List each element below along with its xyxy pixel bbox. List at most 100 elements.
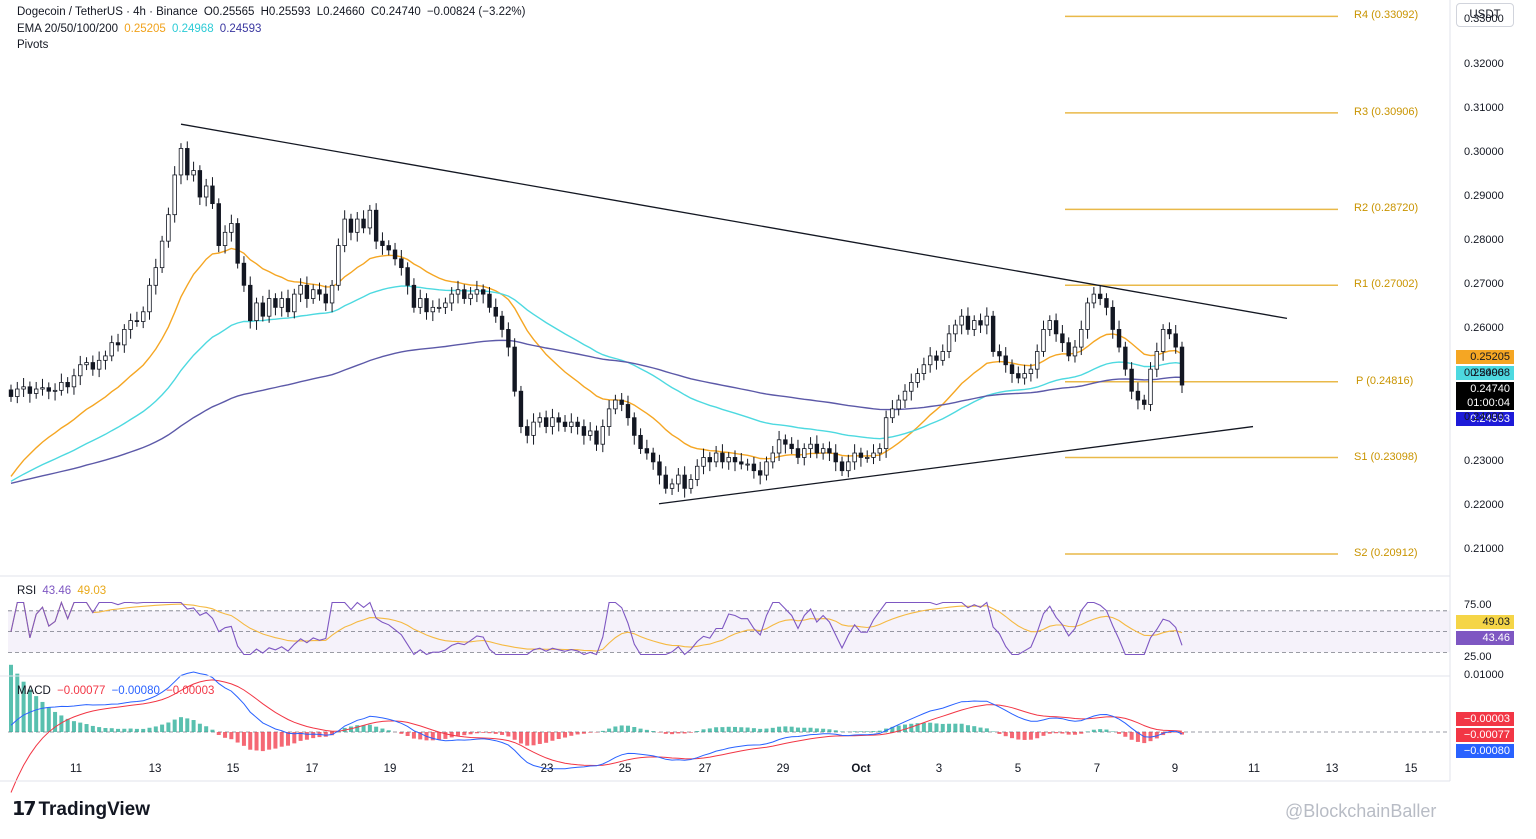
candle-body [575,421,580,427]
candle-body [688,479,694,489]
macd-hist-bar [122,728,127,732]
candle-body [1142,399,1147,405]
macd-hist-bar [1129,732,1134,740]
candle-body [310,289,316,299]
macd-hist-bar [714,727,719,732]
macd-badge: −0.00077 [1456,728,1514,742]
macd-hist-bar [934,723,939,732]
candle-body [367,209,373,229]
macd-hist-bar [518,732,523,744]
macd-hist-bar [286,732,291,746]
macd-hist-bar [418,732,423,740]
rsi-legend[interactable]: RSI 43.46 49.03 [17,585,109,597]
macd-hist-bar [9,664,13,732]
macd-hist-bar [695,731,700,732]
candle-body [707,457,713,463]
macd-hist-bar [991,731,996,732]
macd-hist-bar [166,722,171,732]
candle-body [411,284,417,308]
candle-body [418,298,423,308]
candle-body [927,355,933,366]
macd-hist-bar [27,689,32,732]
ema-lines [10,247,1183,484]
candle-body [115,342,121,346]
currency-button[interactable]: USDT [1456,3,1514,27]
countdown-badge: 01:00:04 [1456,396,1514,410]
macd-hist-bar [500,732,505,735]
macd-hist-bar [1104,729,1109,732]
macd-hist-bar [940,723,945,732]
candle-body [185,148,190,176]
candle-body [15,388,20,397]
price-tick-label: 0.24000 [1464,410,1504,423]
macd-hist-bar [525,732,530,746]
time-tick-label: 9 [1171,763,1179,775]
symbol-title[interactable]: Dogecoin / TetherUS · 4h · Binance [17,6,198,18]
ema200-value: 0.24593 [219,23,262,35]
macd-hist-bar [947,723,952,732]
candle-body [134,320,140,323]
tradingview-logo[interactable]: 𝟭𝟳 TradingView [12,798,150,821]
ema50-line [10,285,1183,482]
macd-hist-bar [644,729,649,732]
rsi-tick-label: 25.00 [1464,650,1492,663]
macd-hist-bar [814,728,819,732]
macd-hist-bar [1060,732,1065,734]
candle-body [430,306,436,313]
candle-body [657,461,662,476]
candle-body [940,351,945,361]
macd-hist-bar [197,723,202,732]
macd-hist-bar [556,732,561,740]
watermark: @BlockchainBaller [1285,801,1437,821]
ema-legend[interactable]: EMA 20/50/100/200 0.25205 0.24968 0.2459… [17,23,264,35]
candle-body [619,399,624,405]
macd-hist-bar [997,732,1002,734]
candle-body [1053,320,1059,335]
macd-hist-bar [707,728,712,732]
candle-body [285,298,291,313]
candle-body [487,293,492,308]
pivots-legend[interactable]: Pivots [17,39,51,51]
candle-body [1104,298,1109,308]
candle-body [789,443,794,450]
macd-hist-bar [141,728,146,732]
macd-hist-bar [292,732,297,744]
macd-hist-bar [770,727,775,732]
candle-body [877,448,883,454]
candle-body [865,457,870,459]
macd-hist-bar [1041,732,1046,736]
time-tick-label: 23 [540,763,554,775]
macd-hist-bar [896,725,901,732]
macd-value: −0.00077 [57,685,106,697]
macd-line [10,671,1183,770]
pivot-label-r3: R3 (0.30906) [1354,105,1419,118]
macd-hist-bar [1079,732,1084,734]
candle-body [317,289,322,295]
macd-hist-bar [909,723,914,732]
macd-hist-bar [1054,732,1059,734]
pivot-label-r4: R4 (0.33092) [1354,9,1419,22]
macd-legend[interactable]: MACD −0.00077 −0.00080 −0.00003 [17,685,217,697]
macd-hist-bar [902,724,907,732]
macd-hist-bar [682,732,687,734]
macd-hist-bar [984,728,989,732]
macd-hist-bar [160,724,165,732]
macd-hist-bar [172,719,177,732]
macd-hist-bar [972,726,977,732]
candle-body [644,448,650,454]
candle-body [59,382,64,391]
macd-hist-bar [802,727,807,732]
macd-hist-bar [739,727,744,732]
candle-body [984,315,990,326]
rsi-badge: 43.46 [1456,631,1514,645]
candle-body [399,258,404,269]
macd-tick-label: 0.01000 [1464,669,1504,681]
candle-body [1148,368,1153,405]
candle-body [254,302,259,322]
macd-hist-bar [1135,732,1140,742]
candle-body [871,452,876,458]
candle-body [902,390,908,401]
macd-hist-bar [204,726,209,732]
candle-body [909,382,914,392]
